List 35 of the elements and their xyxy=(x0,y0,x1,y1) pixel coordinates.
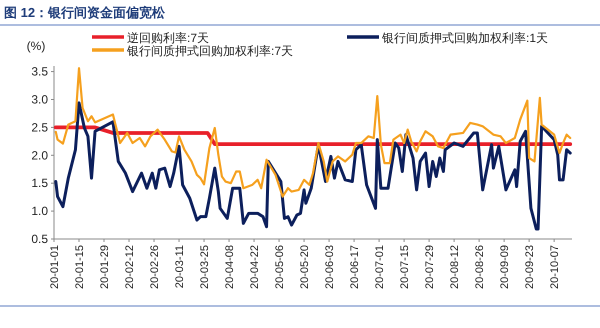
x-tick-label: 20-01-01 xyxy=(49,245,61,290)
x-tick-label: 20-08-12 xyxy=(449,245,462,290)
x-tick-label: 20-03-11 xyxy=(174,245,186,288)
y-tick-label: 2.0 xyxy=(31,148,48,162)
x-tick-label: 20-09-23 xyxy=(524,245,536,290)
y-tick-label: 0.5 xyxy=(31,232,48,246)
y-tick-label: 3.0 xyxy=(31,92,48,106)
x-tick-label: 20-09-09 xyxy=(499,245,512,290)
y-tick-label: 1.5 xyxy=(31,176,48,190)
line-series xyxy=(54,67,572,198)
x-tick-label: 20-10-07 xyxy=(549,245,562,290)
x-tick-label: 20-04-08 xyxy=(224,245,236,290)
x-tick-label: 20-08-26 xyxy=(474,245,486,290)
y-tick-label: 3.5 xyxy=(31,64,48,79)
x-tick-label: 20-03-25 xyxy=(199,245,212,290)
x-tick-label: 20-05-20 xyxy=(299,245,312,290)
legend-label: 逆回购利率:7天 xyxy=(127,31,210,45)
x-tick-label: 20-02-26 xyxy=(149,245,162,290)
y-tick-label: 1.0 xyxy=(31,204,48,218)
legend-label: 银行间质押式回购加权利率:1天 xyxy=(381,31,548,45)
y-tick-label: 2.5 xyxy=(31,120,48,134)
x-tick-label: 20-04-22 xyxy=(249,245,262,290)
y-axis-title: (%) xyxy=(26,39,46,53)
x-tick-label: 20-01-29 xyxy=(99,245,112,290)
x-tick-label: 20-01-15 xyxy=(74,245,86,290)
x-tick-label: 20-07-29 xyxy=(424,245,436,290)
line-series xyxy=(54,101,572,230)
x-tick-label: 20-06-03 xyxy=(324,245,336,290)
legend-label: 银行间质押式回购加权利率:7天 xyxy=(126,44,294,58)
x-tick-label: 20-06-17 xyxy=(349,245,362,290)
x-tick-label: 20-05-06 xyxy=(274,245,286,290)
x-tick-label: 20-02-12 xyxy=(124,245,136,290)
x-tick-label: 20-07-01 xyxy=(374,245,386,290)
chart-title: 图 12：银行间资金面偏宽松 xyxy=(4,5,166,20)
x-tick-label: 20-07-15 xyxy=(399,245,412,290)
